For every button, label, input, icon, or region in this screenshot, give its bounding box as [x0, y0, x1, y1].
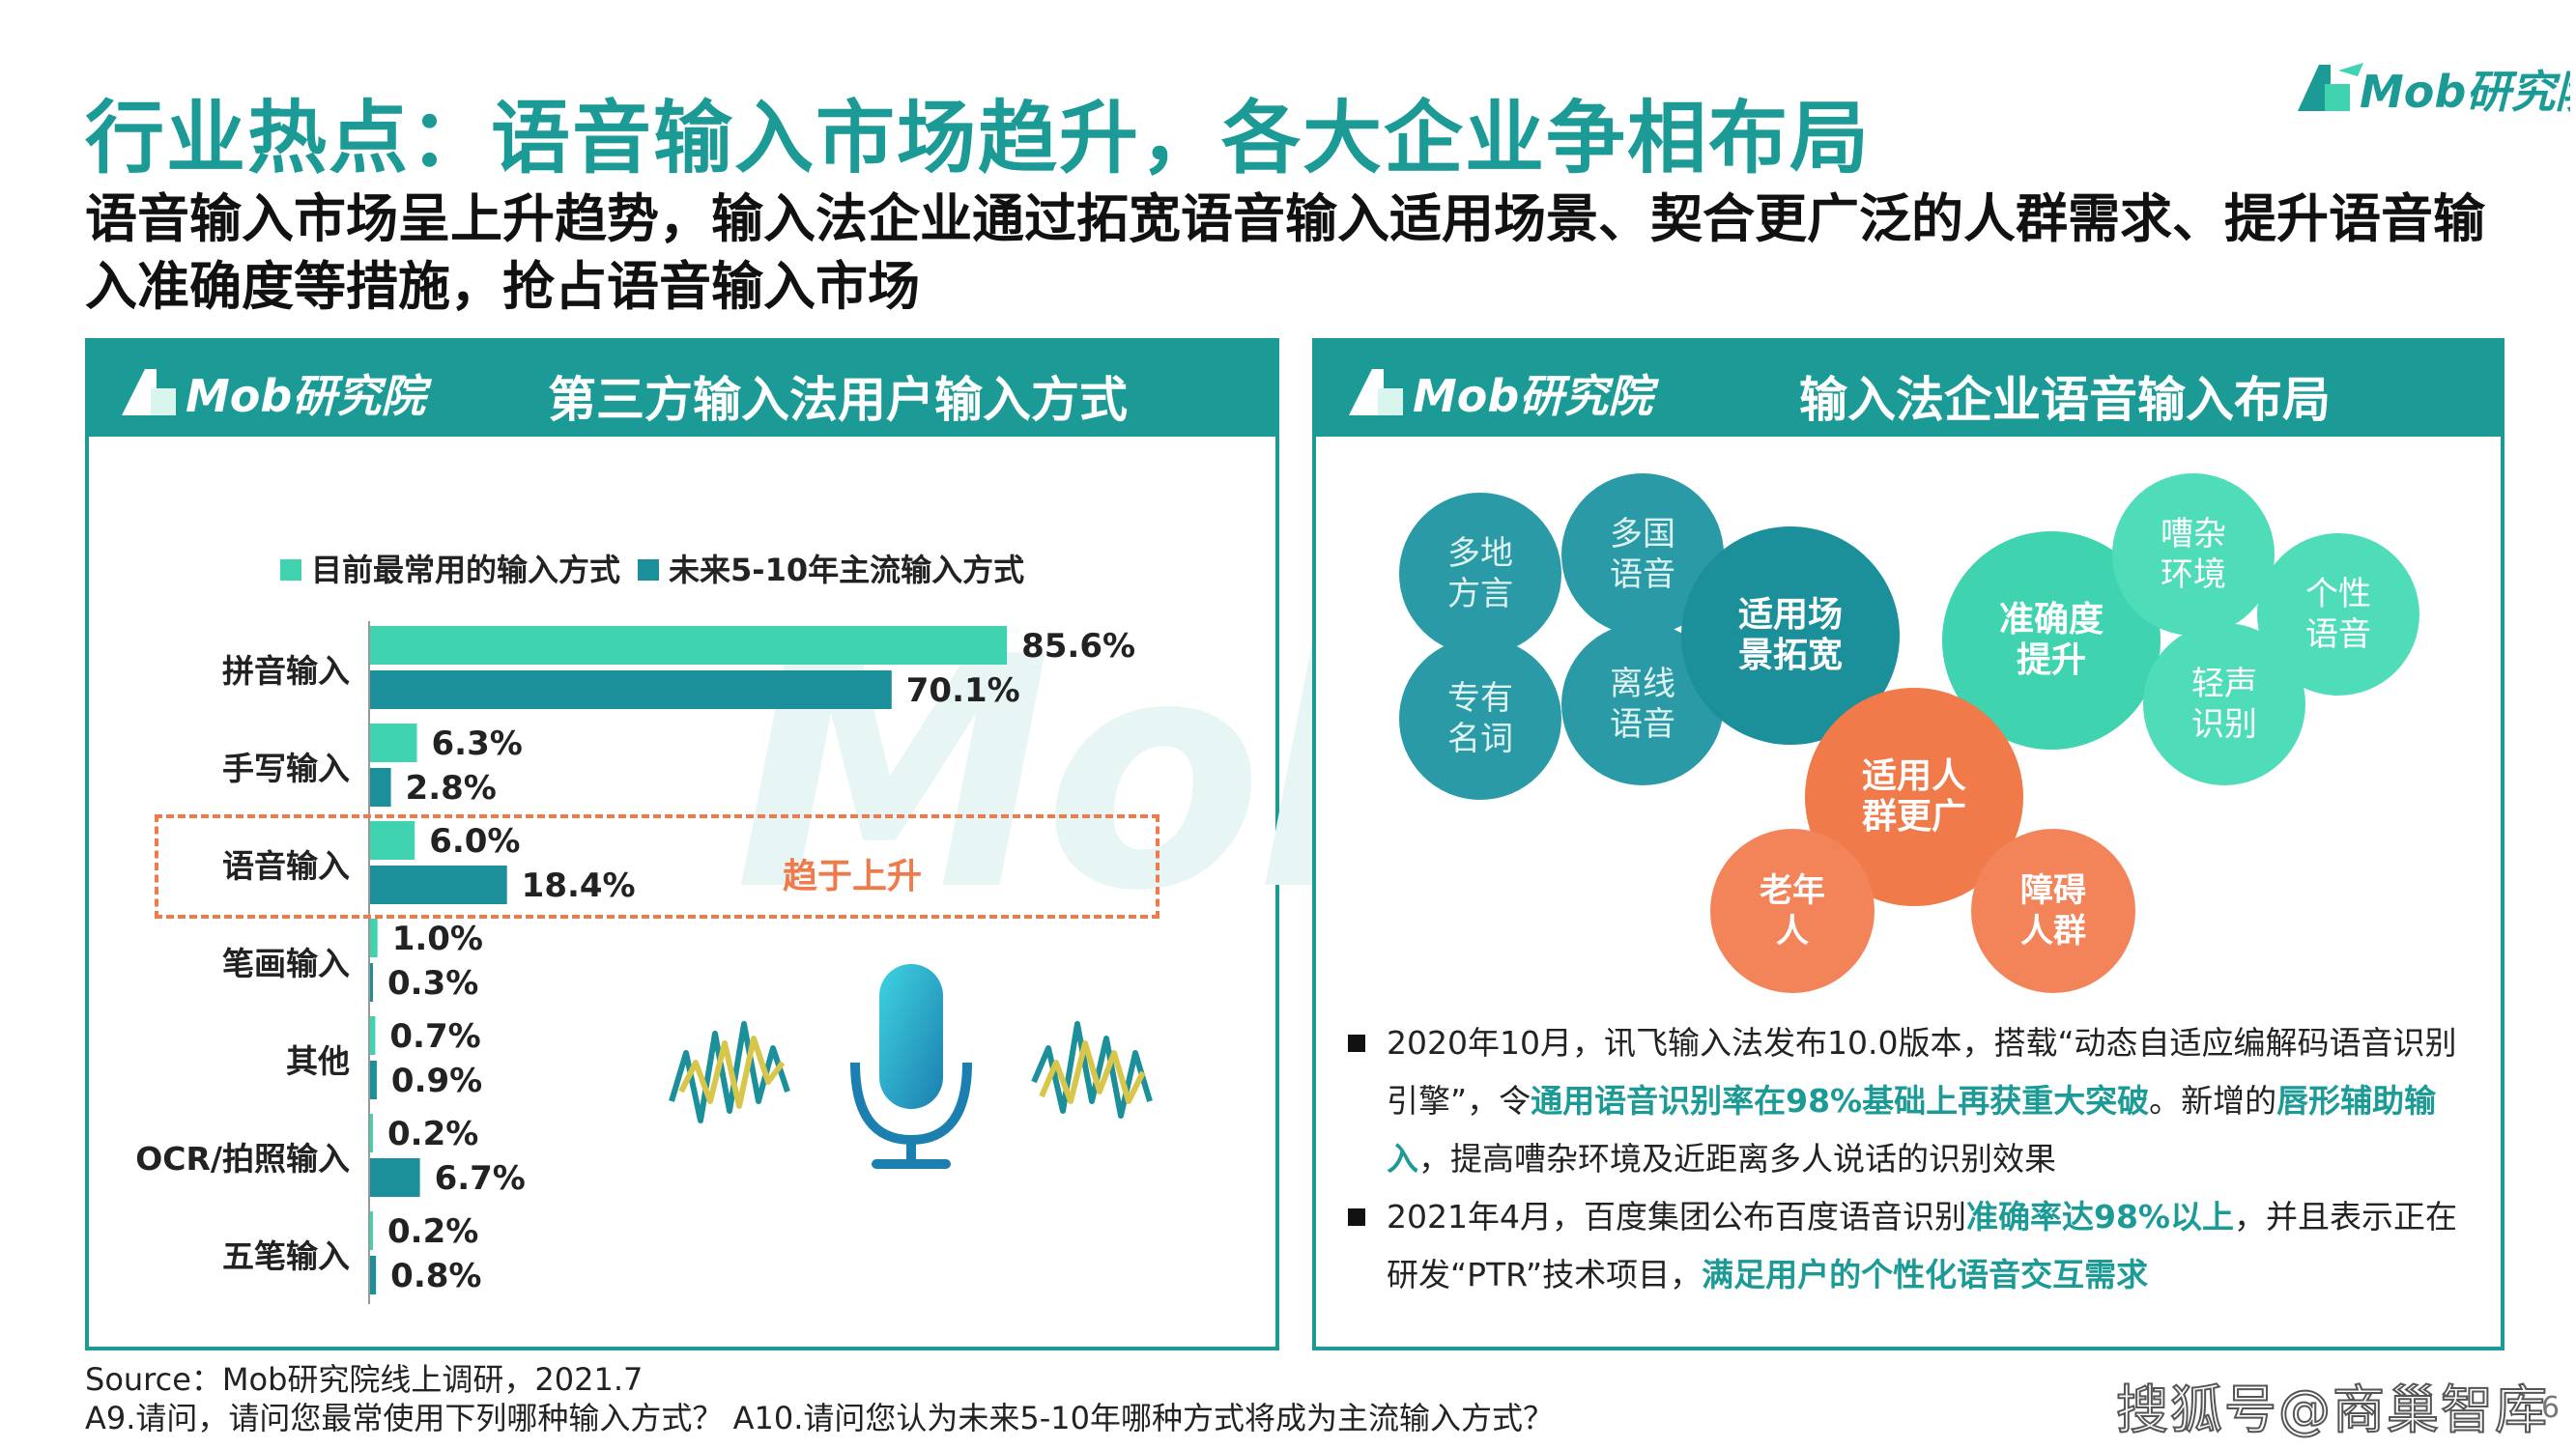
bar-current: [370, 626, 1008, 665]
page-subtitle: 语音输入市场呈上升趋势，输入法企业通过拓宽语音输入适用场景、契合更广泛的人群需求…: [85, 188, 2485, 317]
bar-value-label: 0.2%: [387, 1212, 478, 1251]
bar-future: [370, 1158, 420, 1197]
bar-future: [370, 1061, 377, 1099]
bullet-item: 2021年4月，百度集团公布百度语音识别准确率达98%以上，并且表示正在研发“P…: [1348, 1188, 2488, 1304]
category-label: OCR/拍照输入: [135, 1140, 350, 1178]
bullet-marker: [1348, 1035, 1365, 1052]
bubble-disabled: 障碍 人群: [1971, 829, 2135, 993]
bar-current: [370, 821, 415, 860]
bar-value-label: 85.6%: [1021, 627, 1135, 666]
category-label: 拼音输入: [222, 652, 350, 690]
bar-value-label: 18.4%: [522, 867, 636, 905]
source-note: Source：Mob研究院线上调研，2021.7 A9.请问，请问您最常使用下列…: [85, 1360, 1554, 1437]
bar-current: [370, 1114, 373, 1152]
bubble-whisper: 轻声 识别: [2143, 623, 2305, 785]
mob-logo-icon: Mob研究院: [1349, 369, 1659, 422]
bar-value-label: 0.2%: [387, 1115, 478, 1153]
mob-logo-icon: Mob研究院: [122, 369, 432, 422]
category-label: 笔画输入: [222, 945, 350, 982]
left-panel-logo: Mob研究院: [118, 355, 437, 423]
bar-value-label: 6.3%: [432, 724, 523, 763]
bar-value-label: 70.1%: [906, 671, 1020, 710]
svg-text:Mob研究院: Mob研究院: [186, 370, 432, 422]
bullet-item: 2020年10月，讯飞输入法发布10.0版本，搭载“动态自适应编解码语音识别引擎…: [1348, 1014, 2488, 1188]
legend-item-current: 目前最常用的输入方式: [280, 546, 620, 590]
left-panel-title: 第三方输入法用户输入方式: [548, 372, 1128, 428]
bar-value-label: 0.8%: [390, 1257, 481, 1295]
bar-current: [370, 919, 378, 957]
mob-logo-text: Mob研究院: [2360, 66, 2570, 118]
right-panel-title: 输入法企业语音输入布局: [1799, 372, 2331, 428]
bubble-terms: 专有 名词: [1399, 638, 1561, 800]
chart-legend: 目前最常用的输入方式 未来5-10年主流输入方式: [280, 546, 1024, 590]
right-panel-header: Mob研究院 输入法企业语音输入布局: [1316, 342, 2501, 437]
left-panel: Mob研究院 第三方输入法用户输入方式: [85, 338, 1279, 1350]
bar-value-label: 0.3%: [387, 964, 478, 1003]
bubble-dialect: 多地 方言: [1399, 493, 1561, 655]
category-label: 五笔输入: [222, 1237, 350, 1275]
source-text: Source：Mob研究院线上调研，2021.7: [85, 1361, 644, 1398]
footer-watermark: 搜狐号@商巢智库: [2115, 1378, 2549, 1441]
category-label: 手写输入: [222, 750, 350, 787]
bar-future: [370, 768, 391, 807]
legend-swatch: [280, 559, 301, 581]
page-number: 6: [2541, 1391, 2561, 1425]
highlight-box: [155, 814, 1159, 919]
page-title: 行业热点：语音输入市场趋升，各大企业争相布局: [85, 93, 1872, 185]
mob-logo: Mob研究院: [2290, 43, 2576, 121]
bar-current: [370, 1016, 376, 1055]
mob-logo-icon: Mob研究院: [2298, 63, 2576, 118]
bar-future: [370, 866, 507, 904]
sound-wave-icon: [669, 1021, 1153, 1123]
legend-swatch: [638, 559, 660, 581]
bar-future: [370, 670, 892, 709]
bar-chart: 拼音输入 85.6%70.1% 手写输入 6.3% 2.8% 语音输入 6.0%18.4% 笔…: [135, 621, 1135, 1304]
bar-value-label: 6.7%: [435, 1159, 526, 1198]
svg-text:Mob研究院: Mob研究院: [1413, 370, 1659, 422]
bullet-marker: [1348, 1208, 1365, 1226]
category-label: 语音输入: [222, 847, 350, 885]
microphone-illustration: [669, 964, 1153, 1169]
bar-value-label: 6.0%: [429, 822, 520, 861]
bar-future: [370, 963, 373, 1002]
bar-future: [370, 1256, 377, 1294]
left-panel-header: Mob研究院 第三方输入法用户输入方式: [89, 342, 1275, 437]
right-panel-logo: Mob研究院: [1345, 355, 1664, 423]
bubble-elderly: 老年 人: [1710, 829, 1875, 993]
bar-value-label: 1.0%: [392, 920, 483, 958]
bar-value-label: 0.9%: [391, 1062, 482, 1100]
bullet-list: 2020年10月，讯飞输入法发布10.0版本，搭载“动态自适应编解码语音识别引擎…: [1348, 1014, 2488, 1304]
trend-callout: 趋于上升: [783, 857, 923, 896]
bubble-noise: 嘈杂 环境: [2112, 473, 2275, 636]
question-text: A9.请问，请问您最常使用下列哪种输入方式？ A10.请问您认为未来5-10年哪…: [85, 1400, 1555, 1436]
legend-item-future: 未来5-10年主流输入方式: [638, 546, 1024, 590]
microphone-icon: [850, 964, 972, 1169]
bar-current: [370, 1211, 373, 1250]
bar-current: [370, 724, 417, 762]
category-label: 其他: [286, 1042, 350, 1080]
bar-value-label: 2.8%: [406, 769, 497, 808]
bar-value-label: 0.7%: [389, 1017, 480, 1056]
